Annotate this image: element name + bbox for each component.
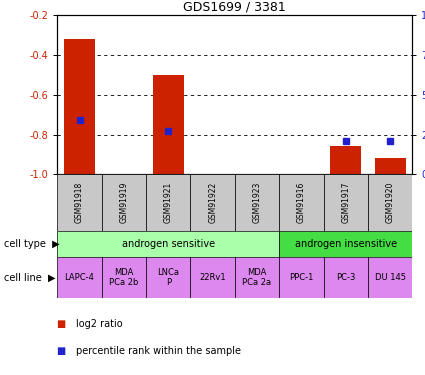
Bar bbox=[153, 75, 184, 174]
Bar bbox=[102, 174, 146, 231]
Bar bbox=[102, 257, 146, 298]
Bar bbox=[374, 158, 405, 174]
Text: GSM91921: GSM91921 bbox=[164, 182, 173, 223]
Bar bbox=[368, 257, 412, 298]
Bar bbox=[368, 174, 412, 231]
Bar bbox=[323, 257, 368, 298]
Text: GSM91919: GSM91919 bbox=[119, 182, 128, 223]
Bar bbox=[64, 39, 95, 174]
Bar bbox=[146, 174, 190, 231]
Bar bbox=[57, 257, 102, 298]
Text: GSM91922: GSM91922 bbox=[208, 182, 217, 223]
Bar bbox=[57, 174, 102, 231]
Text: GSM91916: GSM91916 bbox=[297, 182, 306, 223]
Text: PC-3: PC-3 bbox=[336, 273, 355, 282]
Text: LAPC-4: LAPC-4 bbox=[65, 273, 94, 282]
Bar bbox=[235, 257, 279, 298]
Text: GSM91917: GSM91917 bbox=[341, 182, 350, 223]
Text: androgen sensitive: androgen sensitive bbox=[122, 239, 215, 249]
Bar bbox=[190, 174, 235, 231]
Text: ■: ■ bbox=[57, 346, 70, 355]
Text: DU 145: DU 145 bbox=[374, 273, 405, 282]
Text: GSM91918: GSM91918 bbox=[75, 182, 84, 223]
Text: log2 ratio: log2 ratio bbox=[76, 320, 123, 329]
Title: GDS1699 / 3381: GDS1699 / 3381 bbox=[184, 1, 286, 14]
Text: 22Rv1: 22Rv1 bbox=[199, 273, 226, 282]
Text: ■: ■ bbox=[57, 320, 70, 329]
Text: percentile rank within the sample: percentile rank within the sample bbox=[76, 346, 241, 355]
Text: cell line  ▶: cell line ▶ bbox=[4, 273, 56, 282]
Bar bbox=[190, 257, 235, 298]
Text: cell type  ▶: cell type ▶ bbox=[4, 239, 60, 249]
Bar bbox=[279, 231, 412, 257]
Bar bbox=[279, 174, 323, 231]
Bar bbox=[235, 174, 279, 231]
Bar bbox=[279, 257, 323, 298]
Text: androgen insensitive: androgen insensitive bbox=[295, 239, 397, 249]
Text: GSM91923: GSM91923 bbox=[252, 182, 261, 223]
Bar bbox=[57, 231, 279, 257]
Text: GSM91920: GSM91920 bbox=[385, 182, 394, 223]
Text: MDA
PCa 2b: MDA PCa 2b bbox=[109, 268, 139, 287]
Text: MDA
PCa 2a: MDA PCa 2a bbox=[242, 268, 272, 287]
Text: PPC-1: PPC-1 bbox=[289, 273, 314, 282]
Text: LNCa
P: LNCa P bbox=[157, 268, 179, 287]
Bar bbox=[323, 174, 368, 231]
Bar bbox=[146, 257, 190, 298]
Bar bbox=[330, 147, 361, 174]
